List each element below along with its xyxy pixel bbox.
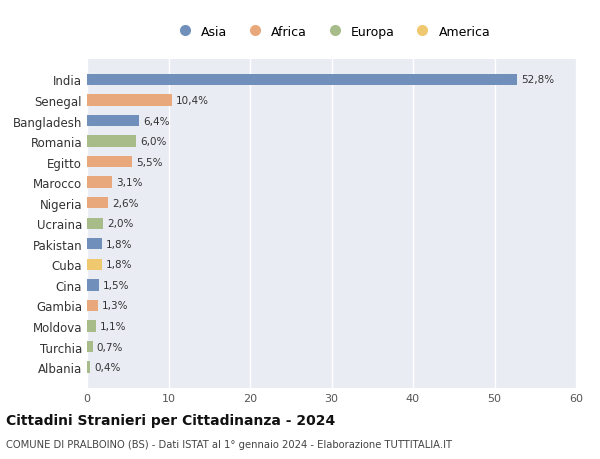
Text: 0,7%: 0,7% [97, 342, 123, 352]
Bar [87, 157, 132, 168]
Bar [87, 341, 93, 353]
Text: 2,6%: 2,6% [112, 198, 139, 208]
Text: Cittadini Stranieri per Cittadinanza - 2024: Cittadini Stranieri per Cittadinanza - 2… [6, 414, 335, 428]
Text: 52,8%: 52,8% [521, 75, 554, 85]
Text: 1,3%: 1,3% [101, 301, 128, 311]
Text: 1,8%: 1,8% [106, 239, 132, 249]
Bar [87, 239, 101, 250]
Bar [87, 116, 139, 127]
Bar [87, 198, 108, 209]
Legend: Asia, Africa, Europa, America: Asia, Africa, Europa, America [170, 23, 493, 41]
Text: 6,0%: 6,0% [140, 137, 166, 147]
Text: 10,4%: 10,4% [176, 96, 209, 106]
Bar [87, 321, 96, 332]
Text: 5,5%: 5,5% [136, 157, 163, 167]
Text: 1,8%: 1,8% [106, 260, 132, 270]
Bar [87, 300, 98, 311]
Text: 1,5%: 1,5% [103, 280, 130, 290]
Bar [87, 75, 517, 86]
Text: COMUNE DI PRALBOINO (BS) - Dati ISTAT al 1° gennaio 2024 - Elaborazione TUTTITAL: COMUNE DI PRALBOINO (BS) - Dati ISTAT al… [6, 440, 452, 449]
Bar [87, 280, 99, 291]
Text: 1,1%: 1,1% [100, 321, 127, 331]
Bar [87, 136, 136, 147]
Text: 3,1%: 3,1% [116, 178, 143, 188]
Text: 6,4%: 6,4% [143, 116, 170, 126]
Bar [87, 259, 101, 270]
Bar [87, 95, 172, 106]
Bar [87, 218, 103, 230]
Text: 2,0%: 2,0% [107, 219, 134, 229]
Bar [87, 177, 112, 188]
Bar [87, 362, 90, 373]
Text: 0,4%: 0,4% [94, 362, 121, 372]
